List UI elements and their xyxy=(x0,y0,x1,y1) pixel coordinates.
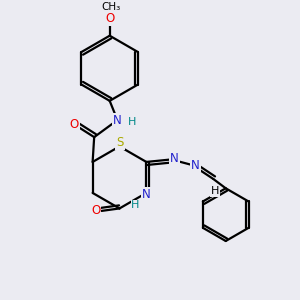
Text: H: H xyxy=(128,117,136,127)
Text: S: S xyxy=(116,136,124,149)
Text: O: O xyxy=(91,204,101,218)
Text: N: N xyxy=(142,188,151,201)
Text: H: H xyxy=(131,200,140,210)
Text: N: N xyxy=(191,158,200,172)
Text: N: N xyxy=(170,152,178,165)
Text: CH₃: CH₃ xyxy=(102,2,121,12)
Text: H: H xyxy=(211,186,219,197)
Text: O: O xyxy=(105,12,114,25)
Text: O: O xyxy=(69,118,79,131)
Text: N: N xyxy=(113,114,122,127)
